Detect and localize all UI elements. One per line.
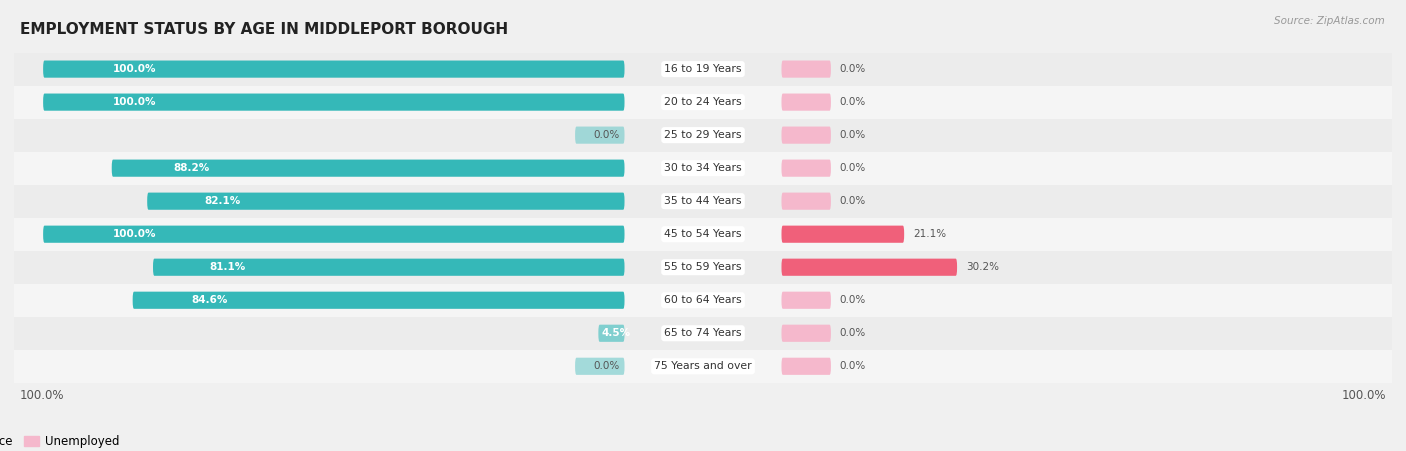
- FancyBboxPatch shape: [14, 251, 1392, 284]
- FancyBboxPatch shape: [599, 325, 624, 342]
- Text: 0.0%: 0.0%: [839, 130, 866, 140]
- Text: 0.0%: 0.0%: [593, 130, 620, 140]
- Text: 16 to 19 Years: 16 to 19 Years: [664, 64, 742, 74]
- Text: 84.6%: 84.6%: [191, 295, 228, 305]
- FancyBboxPatch shape: [14, 284, 1392, 317]
- FancyBboxPatch shape: [782, 325, 831, 342]
- FancyBboxPatch shape: [782, 292, 831, 309]
- FancyBboxPatch shape: [14, 184, 1392, 218]
- Text: 45 to 54 Years: 45 to 54 Years: [664, 229, 742, 239]
- Text: 30.2%: 30.2%: [966, 262, 998, 272]
- FancyBboxPatch shape: [782, 93, 831, 110]
- FancyBboxPatch shape: [148, 193, 624, 210]
- Text: 0.0%: 0.0%: [593, 361, 620, 371]
- Text: 60 to 64 Years: 60 to 64 Years: [664, 295, 742, 305]
- FancyBboxPatch shape: [14, 218, 1392, 251]
- Text: 100.0%: 100.0%: [112, 64, 156, 74]
- Text: 75 Years and over: 75 Years and over: [654, 361, 752, 371]
- Text: EMPLOYMENT STATUS BY AGE IN MIDDLEPORT BOROUGH: EMPLOYMENT STATUS BY AGE IN MIDDLEPORT B…: [20, 22, 508, 37]
- Text: 65 to 74 Years: 65 to 74 Years: [664, 328, 742, 338]
- Text: 100.0%: 100.0%: [1341, 389, 1386, 402]
- FancyBboxPatch shape: [782, 60, 831, 78]
- Text: 0.0%: 0.0%: [839, 295, 866, 305]
- Text: 81.1%: 81.1%: [209, 262, 246, 272]
- Text: 21.1%: 21.1%: [912, 229, 946, 239]
- FancyBboxPatch shape: [14, 350, 1392, 383]
- FancyBboxPatch shape: [153, 258, 624, 276]
- FancyBboxPatch shape: [14, 152, 1392, 184]
- FancyBboxPatch shape: [14, 53, 1392, 86]
- FancyBboxPatch shape: [575, 358, 624, 375]
- FancyBboxPatch shape: [782, 160, 831, 177]
- Text: 100.0%: 100.0%: [112, 97, 156, 107]
- FancyBboxPatch shape: [14, 317, 1392, 350]
- FancyBboxPatch shape: [782, 127, 831, 144]
- Text: 0.0%: 0.0%: [839, 97, 866, 107]
- FancyBboxPatch shape: [44, 226, 624, 243]
- FancyBboxPatch shape: [782, 193, 831, 210]
- Text: 35 to 44 Years: 35 to 44 Years: [664, 196, 742, 206]
- Text: 25 to 29 Years: 25 to 29 Years: [664, 130, 742, 140]
- Text: 0.0%: 0.0%: [839, 361, 866, 371]
- Text: 0.0%: 0.0%: [839, 328, 866, 338]
- Text: 55 to 59 Years: 55 to 59 Years: [664, 262, 742, 272]
- FancyBboxPatch shape: [782, 258, 957, 276]
- Text: Source: ZipAtlas.com: Source: ZipAtlas.com: [1274, 16, 1385, 26]
- FancyBboxPatch shape: [14, 86, 1392, 119]
- Text: 0.0%: 0.0%: [839, 196, 866, 206]
- FancyBboxPatch shape: [782, 358, 831, 375]
- Text: 0.0%: 0.0%: [839, 163, 866, 173]
- Legend: In Labor Force, Unemployed: In Labor Force, Unemployed: [0, 435, 120, 448]
- FancyBboxPatch shape: [782, 226, 904, 243]
- Text: 88.2%: 88.2%: [173, 163, 209, 173]
- Text: 20 to 24 Years: 20 to 24 Years: [664, 97, 742, 107]
- Text: 100.0%: 100.0%: [112, 229, 156, 239]
- Text: 82.1%: 82.1%: [204, 196, 240, 206]
- FancyBboxPatch shape: [14, 119, 1392, 152]
- Text: 100.0%: 100.0%: [20, 389, 65, 402]
- Text: 0.0%: 0.0%: [839, 64, 866, 74]
- FancyBboxPatch shape: [111, 160, 624, 177]
- FancyBboxPatch shape: [575, 127, 624, 144]
- Text: 30 to 34 Years: 30 to 34 Years: [664, 163, 742, 173]
- FancyBboxPatch shape: [44, 60, 624, 78]
- Text: 4.5%: 4.5%: [602, 328, 631, 338]
- FancyBboxPatch shape: [44, 93, 624, 110]
- FancyBboxPatch shape: [132, 292, 624, 309]
